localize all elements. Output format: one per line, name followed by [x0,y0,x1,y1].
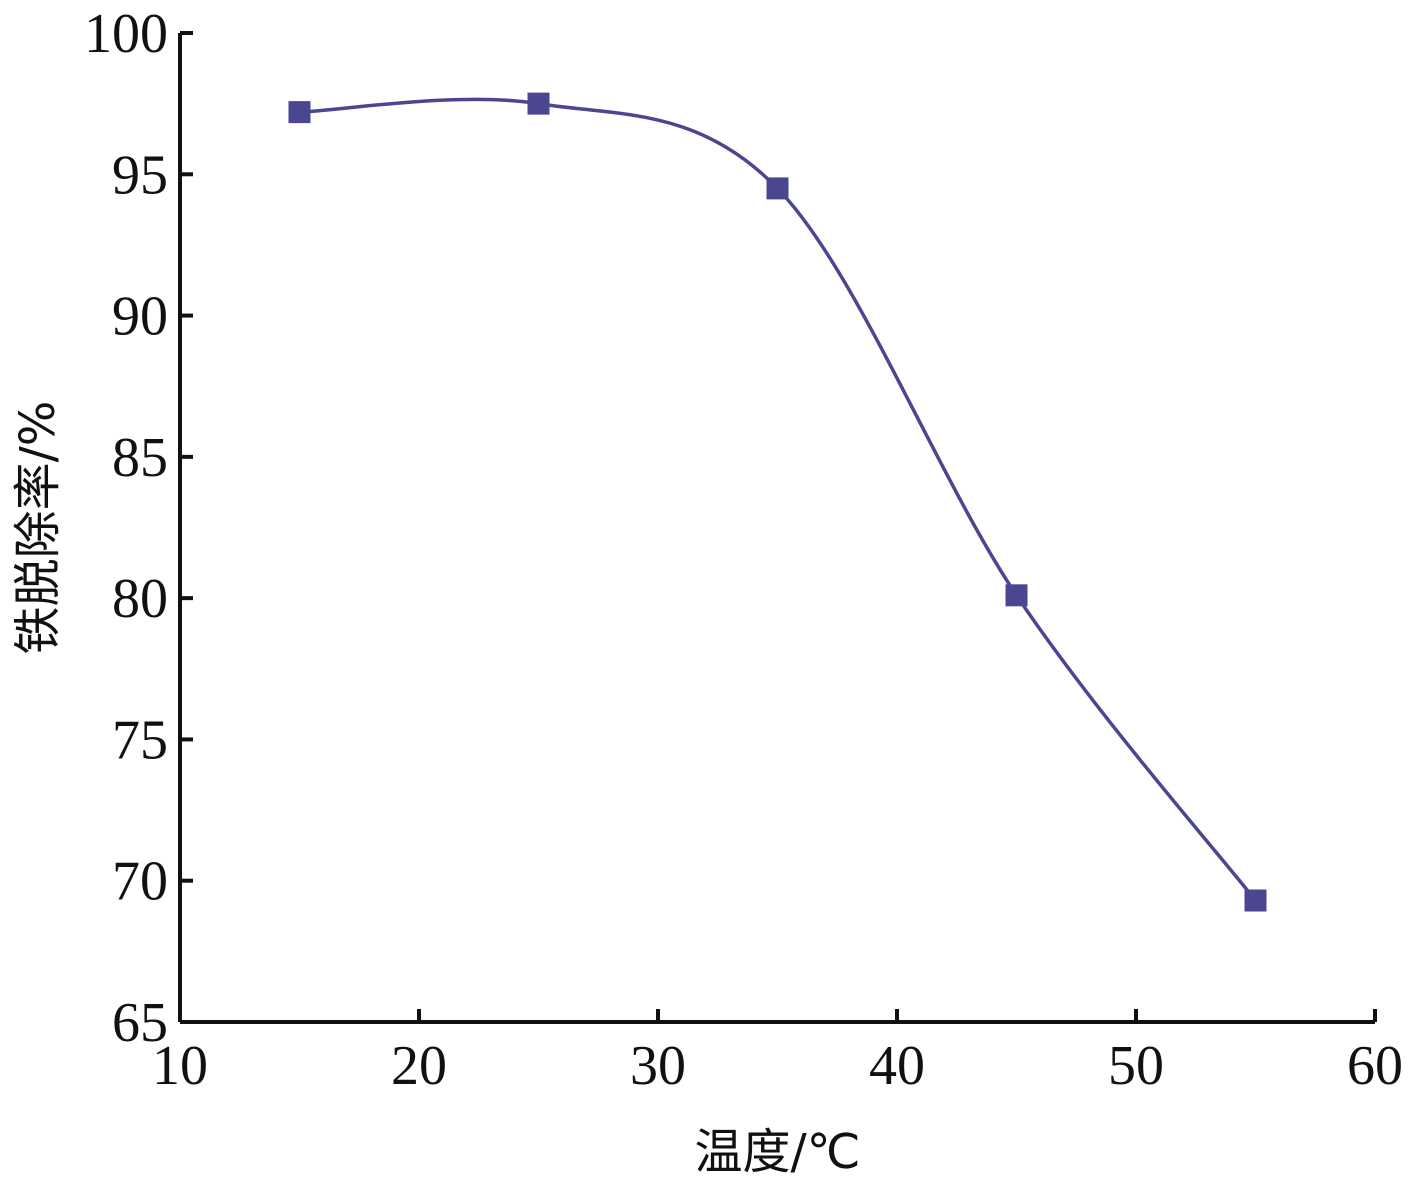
x-tick-label: 20 [391,1035,447,1097]
x-tick-label: 10 [152,1035,208,1097]
y-tick-label: 90 [112,286,168,348]
data-point-marker [527,92,550,115]
series-markers [288,92,1267,912]
y-tick-label: 85 [112,427,168,489]
x-tick-label: 30 [630,1035,686,1097]
y-tick-label: 95 [112,144,168,206]
x-tick-label: 50 [1108,1035,1164,1097]
y-tick-label: 70 [112,851,168,913]
y-tick-label: 100 [84,3,168,65]
y-tick-label: 65 [112,992,168,1054]
y-tick-label: 75 [112,709,168,771]
data-point-marker [1244,889,1267,912]
data-point-marker [1005,584,1028,607]
y-axis-title: 铁脱除率/% [10,401,66,655]
series-line [299,97,1257,902]
x-axis-title: 温度/℃ [694,1124,860,1180]
x-tick-label: 60 [1347,1035,1403,1097]
plot-area [288,92,1267,912]
data-point-marker [766,177,789,200]
x-tick-label: 40 [869,1035,925,1097]
data-point-marker [288,101,311,124]
y-tick-label: 80 [112,568,168,630]
x-axis-ticks: 10 20 30 40 50 60 [152,1009,1403,1097]
y-axis-ticks: 65 70 75 80 85 90 95 100 [84,3,193,1054]
